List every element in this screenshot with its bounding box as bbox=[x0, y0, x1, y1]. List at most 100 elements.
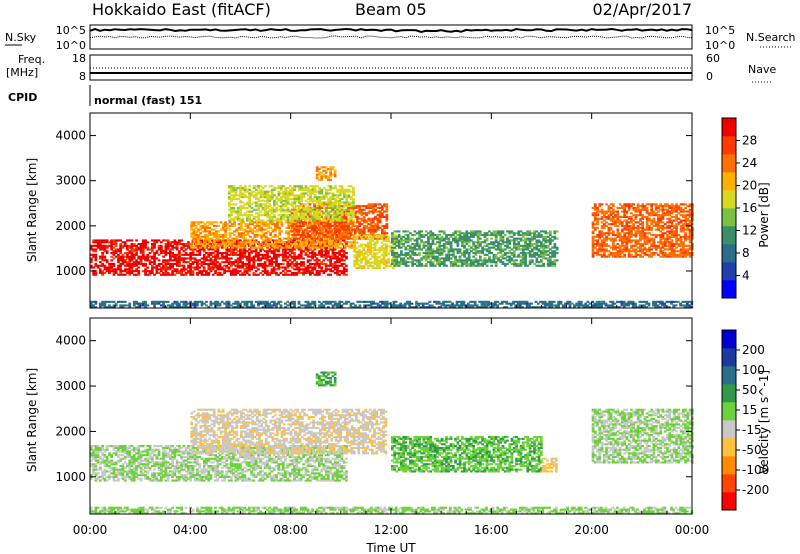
x-tick-label-4: 16:00 bbox=[474, 523, 509, 537]
velocity-colorbar-seg-0 bbox=[722, 492, 736, 511]
velocity-ytick-label-2: 3000 bbox=[55, 379, 86, 393]
freq-strip: Freq. [MHz] 18 8 60 0 Nave bbox=[6, 52, 776, 83]
nsearch-tick-bottom: 10^0 bbox=[705, 39, 735, 52]
cpid-value: normal (fast) 151 bbox=[94, 94, 202, 107]
nsearch-trace bbox=[89, 35, 693, 39]
velocity-colorbar-label-2: -50 bbox=[742, 443, 762, 457]
power-colorbar-label-2: 12 bbox=[742, 224, 757, 238]
power-y-axis-label: Slant Range [km] bbox=[25, 158, 39, 262]
nsearch-label: N.Search bbox=[746, 31, 796, 44]
velocity-colorbar-seg-9 bbox=[722, 330, 736, 349]
cpid-label: CPID bbox=[8, 91, 37, 104]
velocity-colorbar-label-5: 50 bbox=[742, 383, 757, 397]
beam-title: Beam 05 bbox=[355, 0, 427, 19]
power-colorbar-seg-2 bbox=[722, 244, 736, 263]
nave-label: Nave bbox=[748, 63, 776, 76]
x-tick-labels: 00:00 04:00 08:00 12:00 16:00 20:00 00:00 bbox=[73, 523, 710, 537]
power-region-0 bbox=[90, 239, 348, 276]
velocity-ytick-label-1: 2000 bbox=[55, 424, 86, 438]
x-tick-label-1: 04:00 bbox=[173, 523, 208, 537]
velocity-panel: 1000 2000 3000 4000 bbox=[55, 317, 694, 515]
power-region-7 bbox=[591, 203, 694, 258]
power-colorbar-label-6: 28 bbox=[742, 134, 757, 148]
nsky-label: N.Sky bbox=[5, 31, 37, 44]
nsearch-tick-top: 10^5 bbox=[705, 24, 735, 37]
nave-tick-top: 60 bbox=[706, 52, 720, 65]
power-colorbar-seg-6 bbox=[722, 172, 736, 191]
velocity-colorbar-label-4: 15 bbox=[742, 403, 757, 417]
freq-tick-bottom: 8 bbox=[79, 70, 86, 83]
power-region-6 bbox=[391, 230, 559, 267]
velocity-colorbar-label-7: 200 bbox=[742, 343, 765, 357]
station-title: Hokkaido East (fitACF) bbox=[92, 0, 271, 19]
nsky-tick-bottom: 10^0 bbox=[56, 39, 86, 52]
velocity-region-3 bbox=[391, 436, 543, 473]
x-tick-label-3: 12:00 bbox=[374, 523, 409, 537]
velocity-colorbar-seg-3 bbox=[722, 438, 736, 457]
velocity-colorbar-label: Velocity [m s^-1] bbox=[757, 370, 771, 474]
power-colorbar: 4 8 12 16 20 24 28 bbox=[721, 117, 757, 299]
velocity-colorbar-label-0: -200 bbox=[742, 483, 769, 497]
power-colorbar-label-3: 16 bbox=[742, 201, 757, 215]
velocity-region-2 bbox=[315, 371, 337, 387]
power-colorbar-seg-3 bbox=[722, 226, 736, 245]
power-ytick-label-1: 2000 bbox=[55, 219, 86, 233]
velocity-region-1 bbox=[190, 408, 388, 455]
x-tick-label-6: 00:00 bbox=[675, 523, 710, 537]
nsky-tick-top: 10^5 bbox=[56, 24, 86, 37]
power-region-4 bbox=[315, 166, 337, 181]
power-colorbar-label-5: 24 bbox=[742, 156, 757, 170]
power-colorbar-seg-1 bbox=[722, 262, 736, 281]
x-tick-label-5: 20:00 bbox=[574, 523, 609, 537]
x-axis-label: Time UT bbox=[365, 541, 416, 554]
velocity-colorbar-seg-5 bbox=[722, 402, 736, 421]
x-tick-label-0: 00:00 bbox=[73, 523, 108, 537]
velocity-colorbar-seg-2 bbox=[722, 456, 736, 475]
velocity-colorbar: -200 -100 -50 -15 15 50 100 200 bbox=[721, 329, 769, 511]
velocity-scatter-cells bbox=[90, 371, 694, 515]
power-scatter-cells bbox=[90, 166, 694, 309]
velocity-region-5 bbox=[591, 408, 694, 464]
power-region-3 bbox=[228, 185, 355, 222]
power-colorbar-label-0: 4 bbox=[742, 269, 750, 283]
velocity-region-6 bbox=[90, 506, 694, 515]
noise-strip-frame bbox=[89, 24, 693, 50]
power-colorbar-seg-0 bbox=[722, 280, 736, 299]
velocity-ytick-label-3: 4000 bbox=[55, 334, 86, 348]
power-panel: 1000 2000 3000 4000 bbox=[55, 112, 694, 309]
power-colorbar-label-4: 20 bbox=[742, 179, 757, 193]
velocity-ytick-label-0: 1000 bbox=[55, 470, 86, 484]
velocity-colorbar-frame bbox=[721, 329, 737, 511]
velocity-colorbar-label-1: -100 bbox=[742, 463, 769, 477]
freq-label-1: Freq. bbox=[18, 53, 45, 66]
freq-tick-top: 18 bbox=[72, 52, 86, 65]
power-colorbar-seg-5 bbox=[722, 190, 736, 209]
power-colorbar-seg-9 bbox=[722, 118, 736, 137]
velocity-colorbar-seg-6 bbox=[722, 384, 736, 403]
velocity-y-axis-label: Slant Range [km] bbox=[25, 368, 39, 472]
x-tick-label-2: 08:00 bbox=[273, 523, 308, 537]
power-ytick-label-2: 3000 bbox=[55, 174, 86, 188]
power-colorbar-label: Power [dB] bbox=[757, 182, 771, 247]
velocity-colorbar-seg-4 bbox=[722, 420, 736, 439]
freq-label-2: [MHz] bbox=[6, 66, 38, 79]
power-region-8 bbox=[90, 300, 694, 309]
noise-strip: N.Sky 10^5 10^0 10^5 10^0 N.Search bbox=[5, 24, 796, 52]
power-colorbar-seg-7 bbox=[722, 154, 736, 173]
power-ytick-label-0: 1000 bbox=[55, 264, 86, 278]
power-colorbar-seg-8 bbox=[722, 136, 736, 155]
velocity-region-4 bbox=[541, 457, 558, 473]
date-title: 02/Apr/2017 bbox=[592, 0, 692, 19]
power-colorbar-seg-4 bbox=[722, 208, 736, 227]
velocity-colorbar-seg-1 bbox=[722, 474, 736, 493]
nsky-trace bbox=[89, 27, 693, 34]
noise-strip-traces bbox=[89, 27, 693, 39]
power-colorbar-label-1: 8 bbox=[742, 246, 750, 260]
velocity-colorbar-label-3: -15 bbox=[742, 423, 762, 437]
velocity-colorbar-seg-8 bbox=[722, 348, 736, 367]
nave-tick-bottom: 0 bbox=[706, 70, 713, 83]
velocity-colorbar-seg-7 bbox=[722, 366, 736, 385]
velocity-colorbar-label-6: 100 bbox=[742, 363, 765, 377]
power-ytick-label-3: 4000 bbox=[55, 129, 86, 143]
